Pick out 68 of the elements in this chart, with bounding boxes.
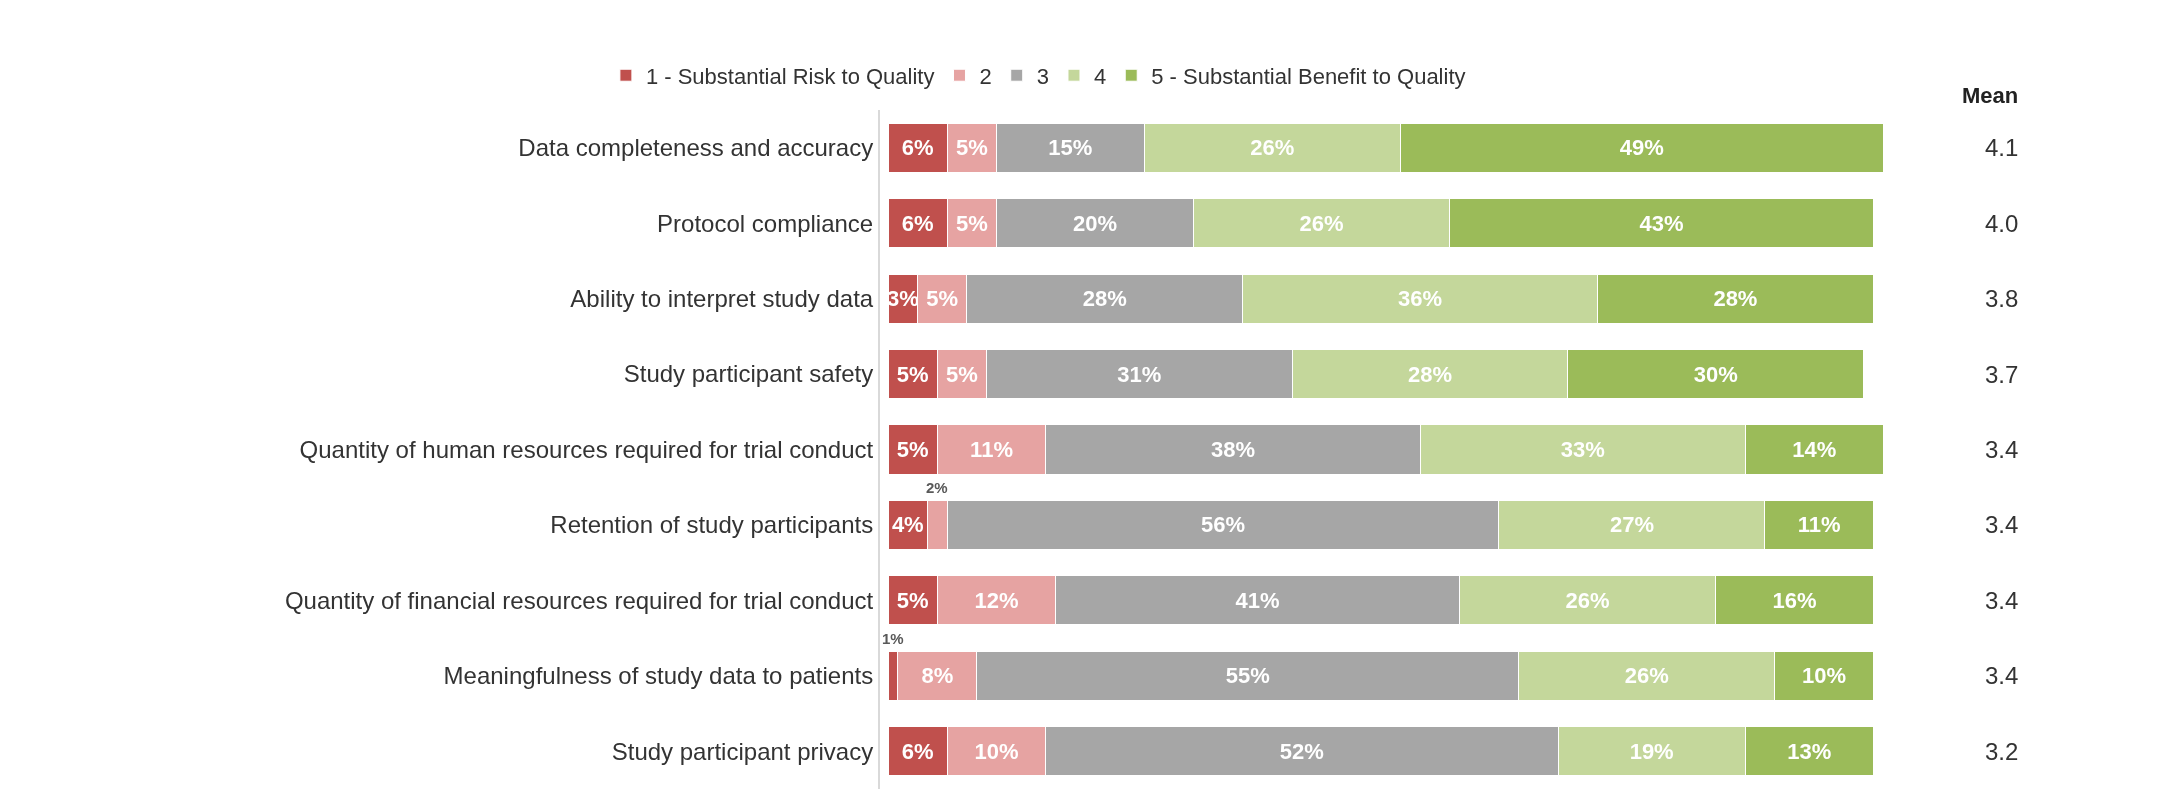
data-label: 26% xyxy=(1565,587,1610,613)
data-label: 10% xyxy=(1802,663,1847,689)
data-label: 5% xyxy=(896,361,929,387)
data-label: 15% xyxy=(1048,135,1093,161)
data-label: 5% xyxy=(896,587,929,613)
legend-label: 3 xyxy=(1036,63,1049,89)
data-label: 16% xyxy=(1772,587,1817,613)
text: Mean xyxy=(1962,83,2019,108)
data-label: 43% xyxy=(1639,210,1684,236)
data-label: 1% xyxy=(882,630,904,647)
data-label: 13% xyxy=(1787,738,1832,764)
data-label: 30% xyxy=(1693,361,1738,387)
data-label: 19% xyxy=(1629,738,1674,764)
data-label: 26% xyxy=(1624,663,1669,689)
y-tick-label: Data completeness and accuracy xyxy=(518,134,874,162)
data-label: 5% xyxy=(896,437,929,462)
text: 4.1 xyxy=(1985,134,2019,161)
data-label: 11% xyxy=(1797,512,1841,538)
data-label: 26% xyxy=(1299,210,1344,236)
data-label: 55% xyxy=(1225,663,1270,689)
data-label: 8% xyxy=(921,663,954,689)
text: 3.4 xyxy=(1985,436,2019,463)
data-label: 20% xyxy=(1072,210,1117,236)
legend-label: 1 - Substantial Risk to Quality xyxy=(645,63,935,89)
data-label: 5% xyxy=(955,210,988,236)
data-label: 5% xyxy=(926,286,959,312)
data-label: 5% xyxy=(955,135,988,161)
data-label: 4% xyxy=(891,512,924,538)
data-label: 33% xyxy=(1560,437,1605,462)
data-label: 6% xyxy=(901,135,934,161)
data-label: 36% xyxy=(1398,286,1443,312)
y-tick-label: Study participant privacy xyxy=(611,737,874,765)
y-tick-label: Quantity of financial resources required for trial conduct xyxy=(284,586,874,614)
text: 4.0 xyxy=(1985,210,2019,237)
data-label: 11% xyxy=(970,437,1013,462)
y-tick-label: Protocol compliance xyxy=(657,209,874,237)
text: 3.7 xyxy=(1985,361,2019,388)
data-label: 28% xyxy=(1713,286,1758,312)
legend-label: 4 xyxy=(1093,63,1107,89)
data-label: 38% xyxy=(1210,437,1255,462)
data-label: 12% xyxy=(974,587,1019,613)
data-label: 56% xyxy=(1201,512,1246,538)
text: 3.4 xyxy=(1985,662,2019,689)
data-label: 49% xyxy=(1619,135,1664,161)
y-tick-label: Study participant safety xyxy=(623,360,874,388)
y-tick-label: Ability to interpret study data xyxy=(570,285,874,313)
text: 3.8 xyxy=(1985,285,2019,312)
data-label: 28% xyxy=(1082,286,1127,312)
data-label: 10% xyxy=(974,738,1019,764)
text: 3.4 xyxy=(1985,587,2019,614)
data-label: 28% xyxy=(1407,361,1452,387)
legend-label: 2 xyxy=(979,63,992,89)
data-label: 6% xyxy=(901,738,934,764)
data-label: 5% xyxy=(946,361,978,387)
data-label: 31% xyxy=(1117,361,1162,387)
text: 3.4 xyxy=(1985,511,2019,538)
data-label: 41% xyxy=(1235,587,1280,613)
data-label: 2% xyxy=(926,479,948,496)
y-tick-label: Meaningfulness of study data to patients xyxy=(443,662,874,690)
legend-label: 5 - Substantial Benefit to Quality xyxy=(1151,63,1466,89)
y-tick-label: Quantity of human resources required for trial conduct xyxy=(299,435,874,463)
data-label: 26% xyxy=(1250,135,1295,161)
data-label: 14% xyxy=(1792,437,1837,462)
data-label: 52% xyxy=(1279,738,1324,764)
text: 3.2 xyxy=(1985,738,2019,765)
y-tick-label: Retention of study participants xyxy=(550,511,874,539)
data-label: 27% xyxy=(1609,512,1654,538)
data-label: 6% xyxy=(901,210,934,236)
